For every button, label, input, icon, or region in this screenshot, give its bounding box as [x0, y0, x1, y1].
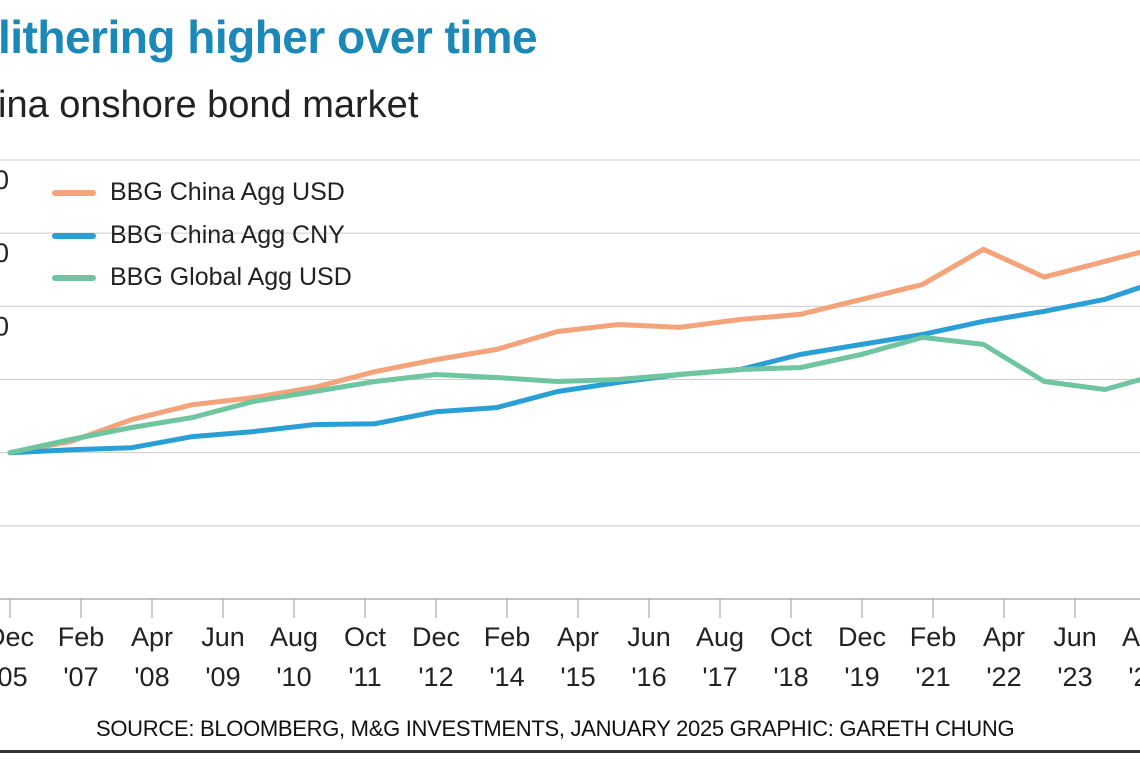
x-tick-label: Dec: [412, 622, 460, 652]
x-tick-label: Apr: [983, 622, 1025, 652]
chart-subtitle: ina onshore bond market: [0, 84, 419, 126]
x-tick-label: Jun: [201, 622, 245, 652]
x-tick-label: Oct: [770, 622, 813, 652]
x-tick-label: '22: [986, 662, 1021, 692]
x-tick-label: Dec: [0, 622, 34, 652]
x-tick-label: Feb: [58, 622, 105, 652]
chart-title: lithering higher over time: [0, 11, 538, 63]
x-tick-label: '05: [0, 662, 28, 692]
x-tick-label: '12: [418, 662, 453, 692]
bottom-rule: [0, 750, 1140, 753]
legend-label: BBG China Agg CNY: [110, 221, 345, 249]
legend-item-cny: BBG China Agg CNY: [52, 221, 345, 250]
x-tick-label: '09: [205, 662, 240, 692]
x-tick-label: '19: [844, 662, 879, 692]
x-tick-label: '10: [276, 662, 311, 692]
x-tick-label: Feb: [484, 622, 531, 652]
x-tick-label: '16: [631, 662, 666, 692]
x-tick-label: Apr: [557, 622, 599, 652]
x-tick-label: '15: [560, 662, 595, 692]
x-tick-label: Oct: [344, 622, 387, 652]
legend-swatch: [52, 232, 96, 239]
x-tick-label: Aug: [696, 622, 744, 652]
legend-swatch: [52, 274, 96, 281]
x-tick-label: Jun: [627, 622, 671, 652]
x-tick-label: Aug: [1122, 622, 1140, 652]
legend-swatch: [52, 189, 96, 196]
x-tick-label: '08: [134, 662, 169, 692]
series-line-2: [7, 334, 1140, 456]
x-tick-label: Jun: [1053, 622, 1097, 652]
y-tick-label: 0: [0, 165, 9, 195]
y-tick-label: 0: [0, 238, 9, 268]
series-line-0: [7, 246, 1140, 456]
x-tick-label: Aug: [270, 622, 318, 652]
x-tick-label: '14: [489, 662, 524, 692]
x-tick-label: '18: [773, 662, 808, 692]
legend-label: BBG Global Agg USD: [110, 263, 352, 291]
x-tick-label: '07: [63, 662, 98, 692]
legend-item-global: BBG Global Agg USD: [52, 263, 352, 292]
line-chart: 0 0 0 Dec '05 Feb '07 Apr '08 Jun '09 Aug '10 Oct '11…: [0, 159, 1140, 692]
x-tick-label: '23: [1057, 662, 1092, 692]
legend-label: BBG China Agg USD: [110, 178, 345, 206]
source-note: SOURCE: BLOOMBERG, M&G INVESTMENTS, JANU…: [96, 716, 1015, 741]
x-tick-label: '17: [702, 662, 737, 692]
x-tick-label: '21: [915, 662, 950, 692]
y-tick-label: 0: [0, 311, 9, 341]
series-line-1: [7, 284, 1140, 456]
x-tick-label: Dec: [838, 622, 886, 652]
x-tick-label: '11: [348, 662, 381, 692]
x-tick-label: Apr: [131, 622, 173, 652]
x-tick-label: '24: [1128, 662, 1140, 692]
legend-item-usd: BBG China Agg USD: [52, 178, 345, 207]
x-tick-label: Feb: [910, 622, 957, 652]
